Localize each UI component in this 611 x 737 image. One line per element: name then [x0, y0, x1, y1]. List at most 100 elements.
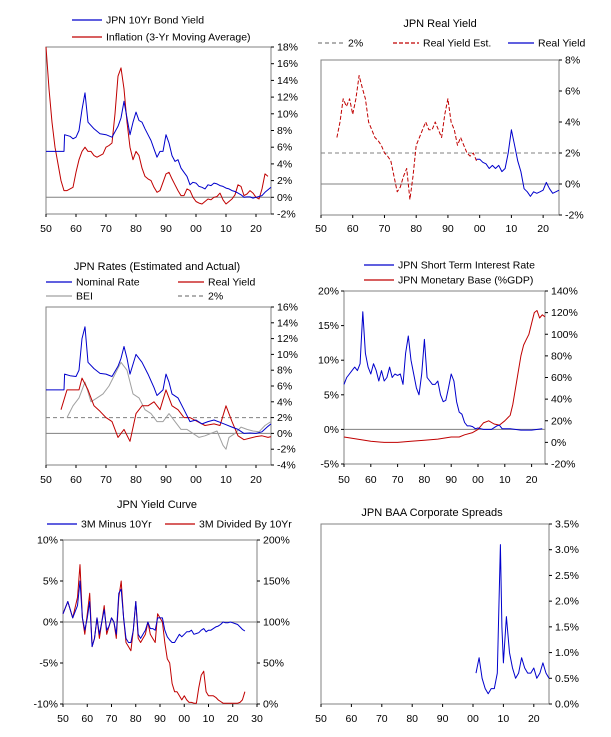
x-tick-label: 80: [130, 713, 142, 725]
y-tick-label: -10%: [33, 699, 58, 711]
y-tick-label: 0.5%: [555, 673, 579, 685]
x-tick-label: 50: [40, 474, 52, 486]
y-tick-label: 4%: [277, 158, 292, 170]
x-tick-label: 60: [347, 223, 359, 235]
y-tick-label: 0%: [551, 437, 566, 449]
legend-3m-divided-by-10yr: 3M Divided By 10Yr: [199, 519, 292, 531]
x-tick-label: 10: [506, 223, 518, 235]
x-tick-label: 20: [528, 713, 540, 725]
y-tick-label: -20%: [551, 459, 576, 471]
nominal-rate-series: [46, 326, 272, 434]
y-tick-label: 80%: [551, 350, 572, 362]
y-tick-label: 16%: [277, 58, 298, 70]
real-yield-series: [476, 129, 560, 197]
y-tick-label: 8%: [277, 365, 292, 377]
y-tick-label: 6%: [277, 142, 292, 154]
x-tick-label: 70: [100, 474, 112, 486]
y-tick-label: -2%: [277, 444, 296, 456]
x-tick-label: 80: [130, 474, 142, 486]
legend-monetary-base: JPN Monetary Base (%GDP): [398, 275, 533, 287]
x-tick-label: 70: [379, 223, 391, 235]
x-tick-label: 90: [442, 223, 454, 235]
legend-inflation: Inflation (3-Yr Moving Average): [106, 32, 251, 44]
y-tick-label: 4%: [565, 117, 580, 129]
y-tick-label: 120%: [551, 307, 578, 319]
y-tick-label: 0%: [324, 424, 339, 436]
x-tick-label: 00: [178, 713, 190, 725]
x-tick-label: 00: [190, 223, 202, 235]
y-tick-label: 0.0%: [555, 699, 579, 711]
y-tick-label: 20%: [551, 415, 572, 427]
y-tick-label: 50%: [263, 658, 284, 670]
x-tick-label: 00: [190, 474, 202, 486]
y-tick-label: 3.0%: [555, 544, 579, 556]
x-tick-label: 20: [526, 474, 538, 486]
x-tick-label: 50: [315, 223, 327, 235]
x-tick-label: 10: [220, 223, 232, 235]
y-tick-label: 14%: [277, 75, 298, 87]
y-tick-label: -5%: [39, 658, 58, 670]
y-tick-label: 10%: [37, 535, 58, 547]
x-tick-label: 90: [154, 713, 166, 725]
y-tick-label: 14%: [277, 317, 298, 329]
real-yield-est-series: [336, 75, 477, 200]
y-tick-label: 0%: [277, 192, 292, 204]
x-tick-label: 60: [365, 474, 377, 486]
chart-title: JPN Yield Curve: [117, 499, 197, 511]
legend-real-yield: Real Yield: [538, 38, 585, 50]
chart-title: JPN Rates (Estimated and Actual): [74, 261, 240, 273]
y-tick-label: 18%: [277, 42, 298, 54]
y-tick-label: -2%: [565, 210, 584, 222]
x-tick-label: 50: [40, 223, 52, 235]
x-tick-label: 10: [498, 713, 510, 725]
legend-short-rate: JPN Short Term Interest Rate: [398, 260, 535, 272]
y-tick-label: 16%: [277, 302, 298, 314]
x-tick-label: 90: [437, 713, 449, 725]
x-tick-label: 60: [70, 474, 82, 486]
x-tick-label: 00: [467, 713, 479, 725]
y-tick-label: 0%: [263, 699, 278, 711]
y-tick-label: 0%: [277, 428, 292, 440]
chart-title: JPN Real Yield: [403, 18, 476, 30]
x-tick-label: 60: [346, 713, 358, 725]
ratio-series: [62, 564, 246, 704]
legend-two-percent: 2%: [208, 291, 223, 303]
plot-frame: [320, 59, 560, 216]
x-tick-label: 90: [445, 474, 457, 486]
x-tick-label: 20: [250, 223, 262, 235]
baa-spread-series: [475, 544, 550, 695]
y-tick-label: 6%: [565, 86, 580, 98]
x-tick-label: 10: [203, 713, 215, 725]
y-tick-label: 2%: [277, 412, 292, 424]
x-tick-label: 90: [160, 223, 172, 235]
y-tick-label: 5%: [43, 576, 58, 588]
y-tick-label: 12%: [277, 92, 298, 104]
x-tick-label: 50: [57, 713, 69, 725]
spread-series: [62, 580, 246, 648]
x-tick-label: 80: [130, 223, 142, 235]
y-tick-label: 100%: [263, 617, 290, 629]
x-tick-label: 90: [160, 474, 172, 486]
legend-nominal-rate: Nominal Rate: [76, 277, 140, 289]
y-tick-label: 10%: [277, 349, 298, 361]
x-tick-label: 20: [250, 474, 262, 486]
y-tick-label: -5%: [320, 459, 339, 471]
x-tick-label: 80: [419, 474, 431, 486]
chart-title: JPN BAA Corporate Spreads: [361, 507, 503, 519]
y-tick-label: 5%: [324, 389, 339, 401]
x-tick-label: 00: [474, 223, 486, 235]
x-tick-label: 20: [537, 223, 549, 235]
y-tick-label: 140%: [551, 286, 578, 298]
x-tick-label: 70: [106, 713, 118, 725]
x-tick-label: 50: [315, 713, 327, 725]
x-tick-label: 60: [81, 713, 93, 725]
y-tick-label: 10%: [318, 355, 339, 367]
y-tick-label: 15%: [318, 320, 339, 332]
y-tick-label: 40%: [551, 394, 572, 406]
y-tick-label: 2.5%: [555, 570, 579, 582]
y-tick-label: 0%: [43, 617, 58, 629]
x-tick-label: 30: [251, 713, 263, 725]
y-tick-label: 1.0%: [555, 647, 579, 659]
bei-series: [66, 361, 272, 450]
